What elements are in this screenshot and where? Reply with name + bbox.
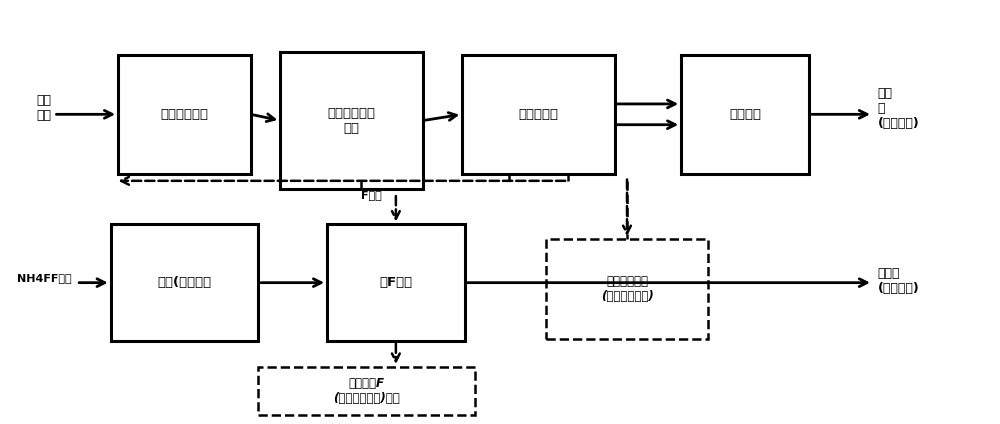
Text: 出水端
(回收排放): 出水端 (回收排放) xyxy=(878,267,920,295)
Bar xyxy=(327,224,465,341)
Bar xyxy=(111,224,258,341)
Text: 脱气(吸收系统: 脱气(吸收系统 xyxy=(157,276,211,289)
Text: 生物脱硝系统
(废水处理排放): 生物脱硝系统 (废水处理排放) xyxy=(601,275,653,303)
Bar xyxy=(118,55,251,173)
Bar xyxy=(258,367,475,415)
Text: 出水
端
(回收排放): 出水 端 (回收排放) xyxy=(878,86,920,130)
Text: 精制系统: 精制系统 xyxy=(729,108,761,121)
Bar xyxy=(681,55,809,173)
Bar xyxy=(462,55,615,173)
Bar xyxy=(280,52,423,189)
Text: 生物无氧有氧
系统: 生物无氧有氧 系统 xyxy=(328,106,376,134)
Text: 去氧化剂系统: 去氧化剂系统 xyxy=(160,108,208,121)
Text: 反渗透系统: 反渗透系统 xyxy=(518,108,558,121)
Text: 去F系统: 去F系统 xyxy=(379,276,412,289)
Text: F废水: F废水 xyxy=(361,190,382,201)
Text: NH4FF废水: NH4FF废水 xyxy=(17,273,71,284)
Bar xyxy=(546,239,708,339)
Text: 浓排端去F
(废水处理排放)系统: 浓排端去F (废水处理排放)系统 xyxy=(333,377,400,405)
Text: 综合
废水: 综合 废水 xyxy=(36,94,51,122)
